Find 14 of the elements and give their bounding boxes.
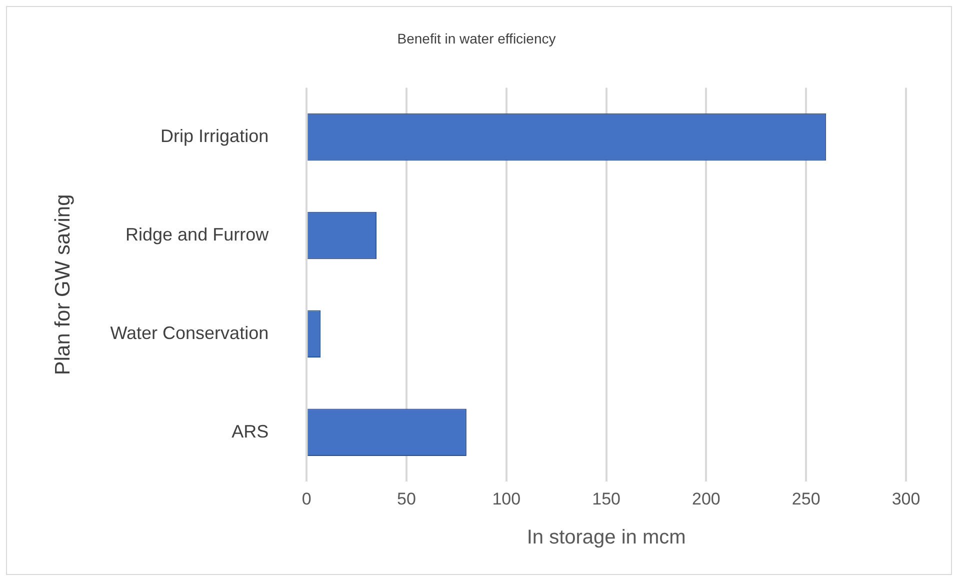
x-tick-label: 50 [397, 489, 416, 508]
y-tick-label: Ridge and Furrow [126, 224, 270, 244]
x-tick-label: 150 [592, 489, 620, 508]
chart-title: Benefit in water efficiency [397, 30, 556, 46]
y-tick-label: Water Conservation [110, 322, 269, 343]
x-axis-title: In storage in mcm [526, 526, 686, 549]
y-tick-label: ARS [232, 421, 269, 442]
x-tick-label: 250 [792, 489, 820, 508]
y-tick-label: Drip Irrigation [160, 126, 269, 146]
x-tick-label: 100 [492, 489, 521, 508]
y-axis-title: Plan for GW saving [51, 194, 74, 376]
x-tick-label: 300 [892, 489, 920, 508]
x-tick-label: 0 [302, 489, 312, 508]
x-tick-label: 200 [692, 489, 720, 508]
